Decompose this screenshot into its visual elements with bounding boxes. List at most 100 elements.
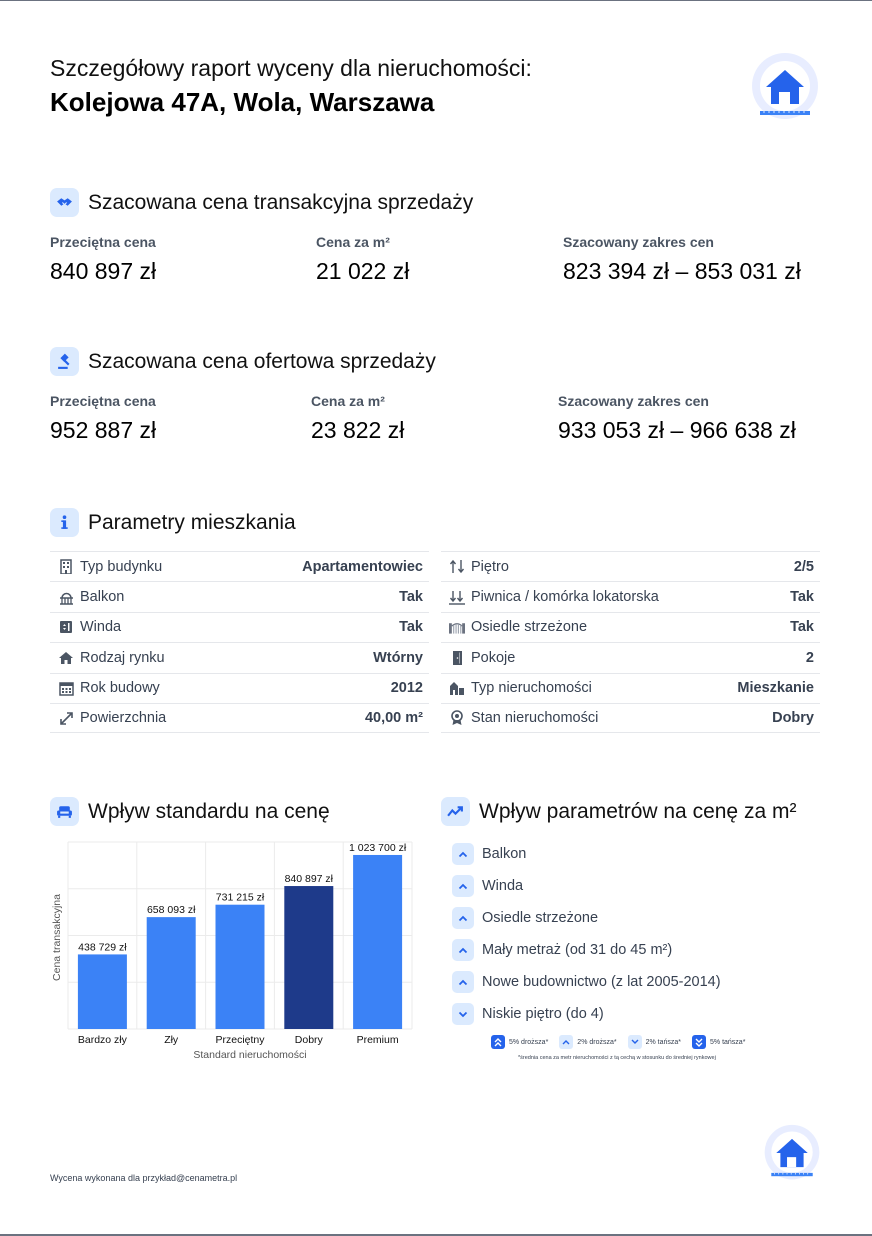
legend-label: 2% tańsza* [645, 1038, 682, 1046]
param-row-area: Powierzchnia 40,00 m² [50, 702, 429, 734]
house-logo-icon [752, 53, 818, 119]
balcony-icon [58, 589, 74, 605]
param-impact-title: Wpływ parametrów na cenę za m² [479, 799, 797, 823]
basement-icon [449, 589, 465, 605]
impact-label: Balkon [482, 846, 527, 862]
param-label: Winda [80, 619, 122, 636]
param-row-floor: Piętro 2/5 [441, 551, 820, 581]
param-value: 40,00 m² [364, 710, 423, 727]
param-value: 2/5 [793, 558, 814, 575]
offer-sqm-block: Cena za m² 23 822 zł [311, 393, 404, 444]
offer-avg-block: Przeciętna cena 952 887 zł [50, 393, 156, 444]
param-label: Piętro [471, 558, 509, 575]
top-border [0, 0, 872, 1]
standard-bar-chart: 438 729 zł Bardzo zły 658 093 zł Zły 731 215… [50, 838, 420, 1068]
impact-item-low-floor: Niskie piętro (do 4) [452, 998, 832, 1030]
offer-price-title: Szacowana cena ofertowa sprzedaży [88, 349, 436, 373]
handshake-icon [50, 188, 79, 217]
param-label: Piwnica / komórka lokatorska [471, 589, 659, 606]
param-row-market-type: Rodzaj rynku Wtórny [50, 642, 429, 672]
floor-arrows-icon [449, 559, 465, 575]
param-label: Pokoje [471, 649, 516, 666]
offer-range-value: 933 053 zł – 966 638 zł [558, 417, 796, 443]
transaction-sqm-block: Cena za m² 21 022 zł [316, 234, 409, 285]
chevron-up-icon [559, 1035, 574, 1049]
x-tick-label: Premium [357, 1034, 399, 1046]
param-value: Tak [399, 619, 423, 636]
impact-label: Osiedle strzeżone [482, 910, 599, 926]
bar-5 [353, 854, 403, 1029]
offer-avg-value: 952 887 zł [50, 417, 157, 443]
impact-list: Balkon Winda Osiedle strzeżone Mały metr… [452, 838, 832, 1030]
building-icon [58, 559, 74, 575]
impact-label: Niskie piętro (do 4) [482, 1006, 604, 1022]
impact-label: Nowe budownictwo (z lat 2005-2014) [482, 974, 721, 990]
property-type-icon [449, 680, 465, 696]
offer-range-label: Szacowany zakres cen [558, 393, 709, 409]
param-value: Tak [399, 589, 423, 606]
param-row-rooms: Pokoje 2 [441, 642, 820, 672]
param-label: Powierzchnia [80, 710, 167, 727]
standard-impact-title: Wpływ standardu na cenę [88, 799, 330, 823]
bar-value-label: 840 897 zł [285, 873, 334, 885]
transaction-range-label: Szacowany zakres cen [563, 234, 714, 250]
x-tick-label: Przeciętny [215, 1034, 265, 1046]
param-row-condition: Stan nieruchomości Dobry [441, 702, 820, 734]
door-icon [449, 650, 465, 666]
gavel-icon [50, 347, 79, 376]
bar-value-label: 1 023 700 zł [349, 842, 407, 854]
transaction-price-header: Szacowana cena transakcyjna sprzedaży [50, 188, 473, 217]
chevron-up-icon [452, 843, 474, 865]
sofa-icon [50, 797, 79, 826]
param-row-building-type: Typ budynku Apartamentowiec [50, 551, 429, 581]
parameters-left-list: Typ budynku Apartamentowiec Balkon Tak W… [50, 551, 429, 734]
transaction-avg-value: 840 897 zł [50, 258, 157, 284]
param-value: Dobry [772, 710, 814, 727]
double-chevron-up-icon [491, 1035, 505, 1049]
param-impact-header: Wpływ parametrów na cenę za m² [441, 797, 796, 826]
legend-label: 5% tańsza* [710, 1038, 746, 1046]
param-label: Typ budynku [80, 558, 163, 575]
bar-1 [77, 954, 127, 1029]
x-tick-label: Bardzo zły [78, 1034, 128, 1046]
param-row-build-year: Rok budowy 2012 [50, 672, 429, 703]
transaction-avg-block: Przeciętna cena 840 897 zł [50, 234, 156, 285]
param-label: Rodzaj rynku [80, 649, 165, 666]
standard-impact-header: Wpływ standardu na cenę [50, 797, 330, 826]
chevron-down-icon [627, 1035, 642, 1049]
bottom-border [0, 1234, 872, 1236]
transaction-sqm-value: 21 022 zł [316, 258, 410, 284]
x-tick-label: Dobry [295, 1034, 324, 1046]
legend-footnote: *średnia cena za metr nieruchomości z tą… [518, 1055, 716, 1061]
impact-item-gated: Osiedle strzeżone [452, 902, 832, 934]
x-tick-label: Zły [164, 1034, 179, 1046]
gated-estate-icon [449, 619, 465, 635]
param-value: 2 [805, 649, 814, 666]
area-arrow-icon [58, 710, 74, 726]
impact-item-new-build: Nowe budownictwo (z lat 2005-2014) [452, 966, 832, 998]
param-value: Tak [790, 619, 814, 636]
param-row-balcony: Balkon Tak [50, 581, 429, 611]
report-subtitle: Szczegółowy raport wyceny dla nieruchomo… [50, 55, 532, 81]
legend-label: 2% droższa* [577, 1038, 617, 1046]
param-row-gated-estate: Osiedle strzeżone Tak [441, 611, 820, 642]
condition-badge-icon [449, 710, 465, 726]
bar-3 [215, 904, 265, 1029]
param-label: Typ nieruchomości [471, 680, 592, 697]
transaction-range-value: 823 394 zł – 853 031 zł [563, 258, 801, 284]
footer-text: Wycena wykonana dla przykład@cenametra.p… [50, 1173, 238, 1183]
chevron-up-icon [452, 939, 474, 961]
y-axis-label: Cena transakcyjna [51, 894, 63, 981]
param-label: Balkon [80, 589, 125, 606]
offer-sqm-label: Cena za m² [311, 393, 385, 409]
transaction-price-title: Szacowana cena transakcyjna sprzedaży [88, 190, 474, 214]
trend-up-icon [441, 797, 470, 826]
parameters-header: Parametry mieszkania [50, 508, 296, 537]
param-value: Wtórny [373, 649, 423, 666]
param-row-property-type: Typ nieruchomości Mieszkanie [441, 672, 820, 703]
impact-legend: 5% droższa* 2% droższa* 2% tańsza* 5% ta… [491, 1035, 756, 1049]
impact-item-elevator: Winda [452, 870, 832, 902]
house-logo-icon [764, 1124, 820, 1180]
bar-chart-svg: 438 729 zł Bardzo zły 658 093 zł Zły 731 215… [51, 841, 413, 1061]
param-label: Osiedle strzeżone [471, 619, 588, 636]
